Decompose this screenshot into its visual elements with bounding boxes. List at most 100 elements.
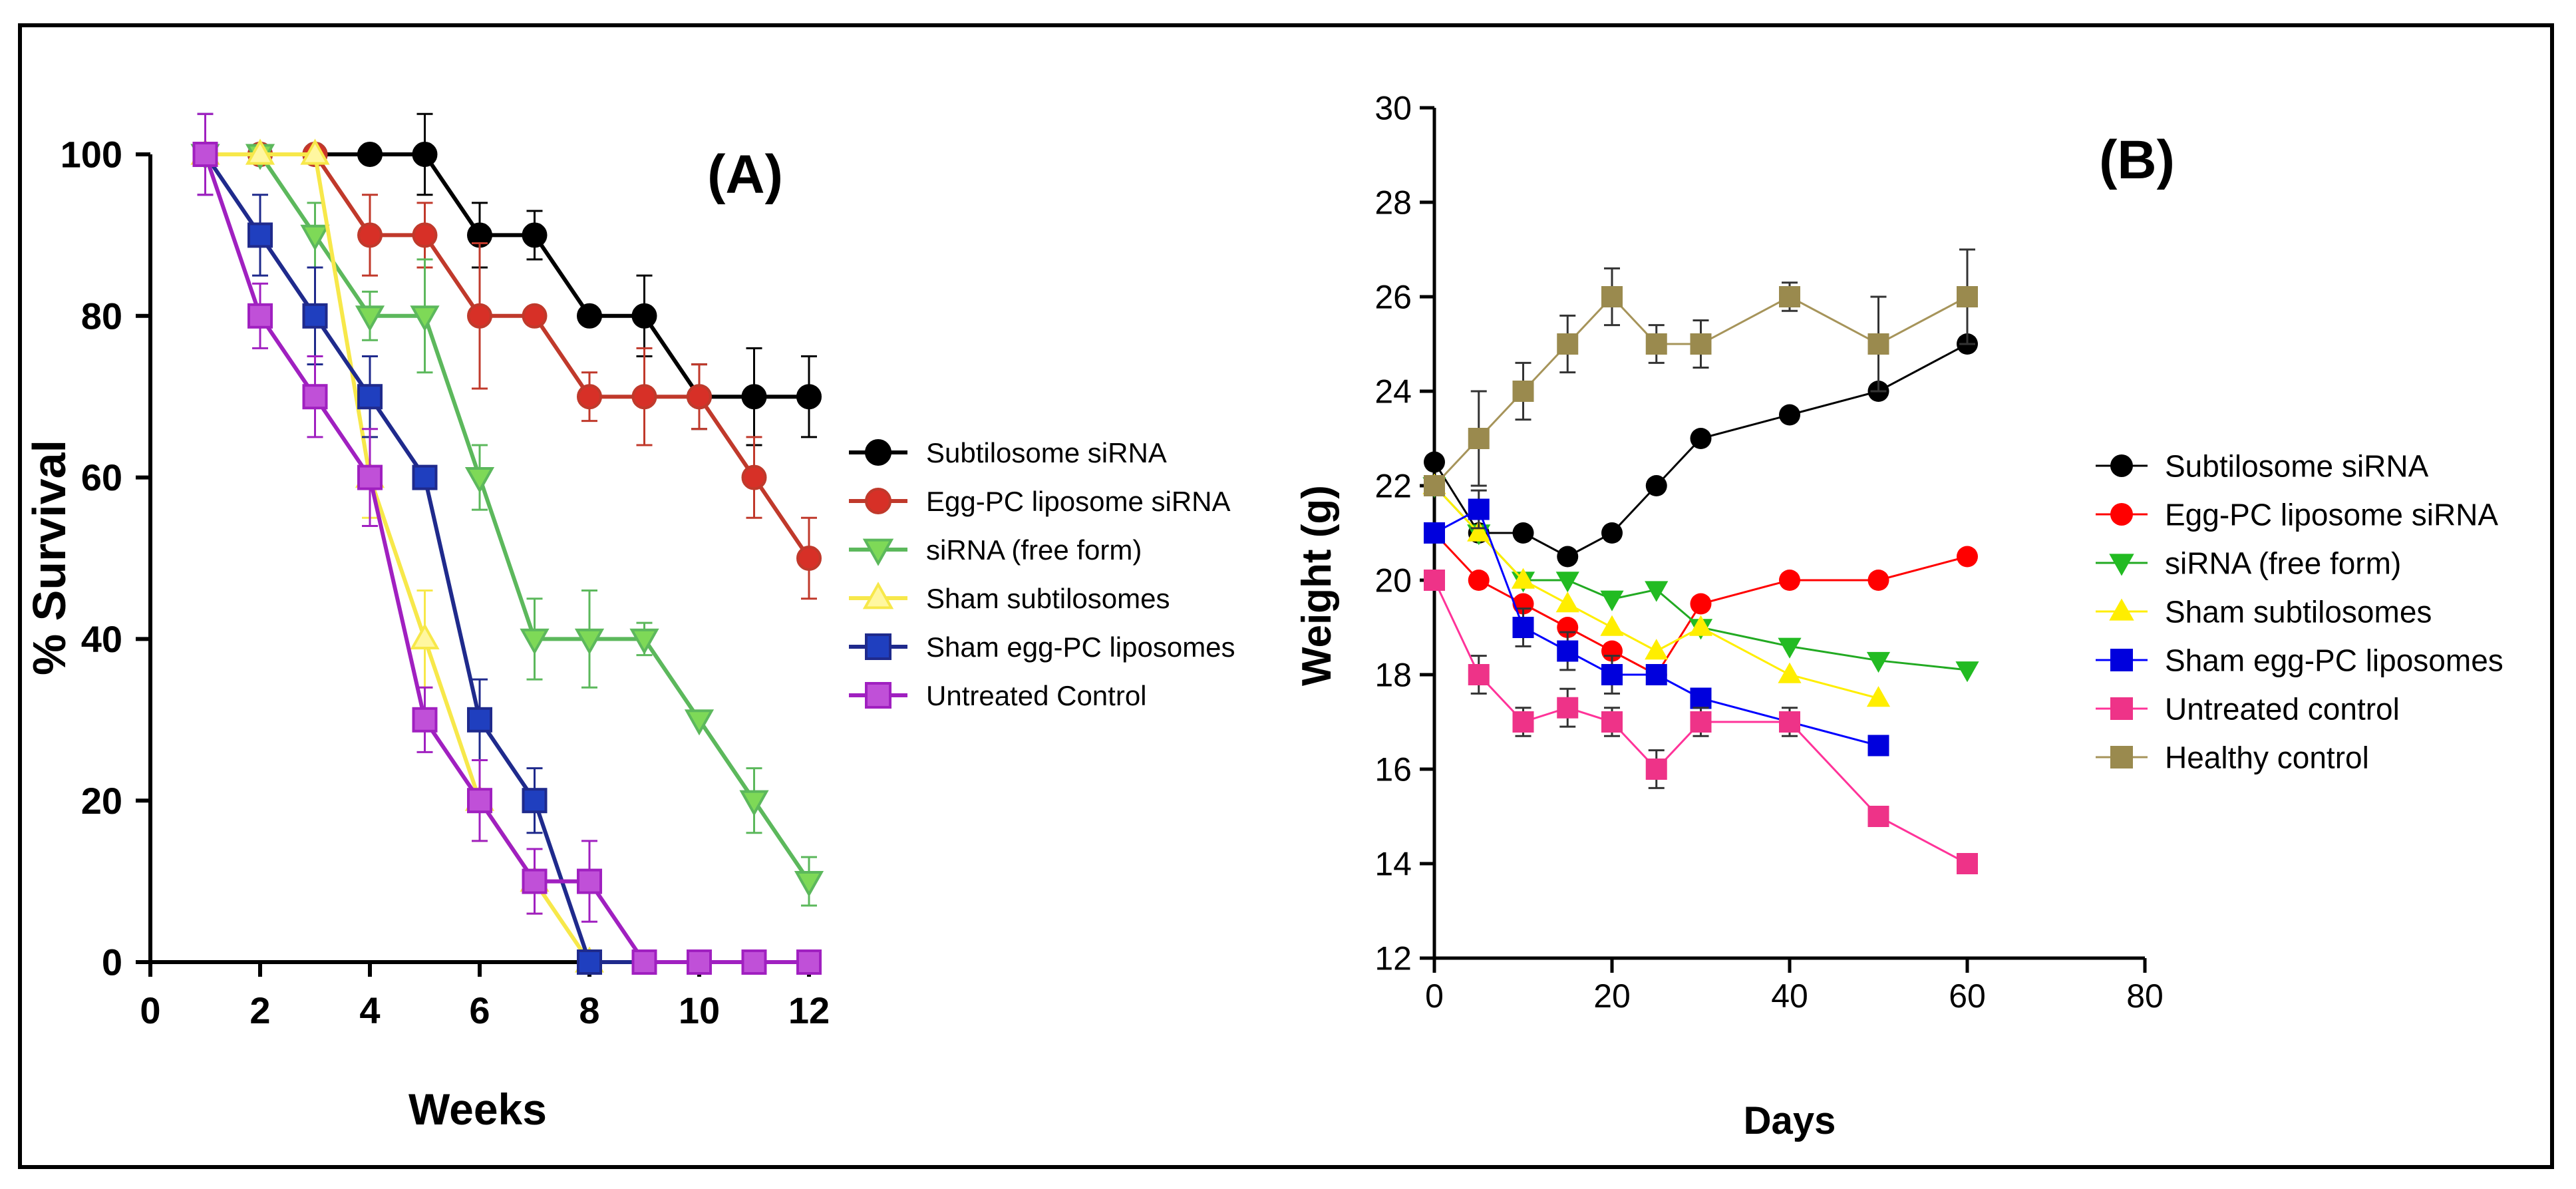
panel-b-x-tick-label: 20 [1593,977,1631,1015]
panel-a-legend-marker [865,488,891,514]
panel-a-legend-marker [865,682,891,709]
panel-b-data-point [1512,522,1534,544]
panel-a-data-point [300,138,330,165]
panel-b-data-point [1778,637,1802,659]
panel-b-legend-marker [2110,746,2133,768]
panel-b-legend-label: siRNA (free form) [2165,546,2401,581]
panel-b-data-point [1645,639,1669,660]
panel-a-data-point [577,384,602,410]
panel-a-data-point [300,224,330,252]
panel-b-legend-item-untreated-control: Untreated control [2096,692,2400,727]
panel-b-data-point [1779,286,1800,307]
panel-b-legend-label: Sham egg-PC liposomes [2165,643,2503,678]
panel-a-data-point [247,222,273,248]
panel-b-y-tick-label: 16 [1374,751,1412,788]
panel-b-data-point [1867,333,1889,355]
panel-a-data-point [357,464,383,490]
panel-b-legend-item-subtilosome-sirna: Subtilosome siRNA [2096,449,2429,484]
panel-a-data-point [684,709,715,736]
panel-b-data-point [1555,592,1579,613]
panel-b-data-point [1557,333,1579,355]
panel-a-legend-item-sham-subtilosomes: Sham subtilosomes [849,582,1170,614]
panel-a-data-point [629,628,659,655]
panel-a-data-point [796,384,822,410]
panel-b-data-point [1645,759,1667,780]
panel-b-series-untreated-control [1424,570,1978,874]
panel-b-data-point [1690,593,1712,615]
panel-b-x-tick-label: 60 [1949,977,1986,1015]
panel-a-legend-label: siRNA (free form) [926,534,1142,566]
panel-a-data-point [741,464,767,490]
panel-b-legend-label: Healthy control [2165,741,2369,775]
panel-b-data-point [1778,662,1802,683]
panel-b-x-tick-label: 40 [1771,977,1808,1015]
panel-b-data-point [1512,617,1534,638]
panel-a-legend-marker [865,633,891,660]
panel-a-x-tick-label: 10 [679,989,720,1031]
panel-b-data-point [1601,664,1623,685]
panel-b-data-point [1690,428,1712,449]
panel-b-data-point [1557,697,1579,719]
panel-b-data-point [1601,711,1623,733]
panel-b-data-point [1645,664,1667,685]
panel-a-data-point [467,303,492,329]
panel-b-label: (B) [2099,130,2175,190]
panel-a-data-point [467,707,492,733]
panel-b-data-point [1645,333,1667,355]
panel-b-legend-marker [2110,454,2133,477]
panel-a-data-point [631,303,657,329]
panel-b-data-point [1424,475,1445,496]
panel-a-data-point [245,138,275,165]
panel-b-data-point [1555,572,1579,593]
panel-b-data-point [1866,651,1891,673]
panel-b-y-tick-label: 24 [1374,373,1412,411]
panel-a-legend-label: Subtilosome siRNA [926,437,1167,468]
panel-b-y-tick-label: 28 [1374,184,1412,222]
panel-b-data-point [1600,615,1624,636]
panel-b-legend-label: Subtilosome siRNA [2165,449,2429,484]
panel-b-data-point [1468,664,1490,685]
panel-a-legend-marker [865,439,891,466]
panel-b-y-tick-label: 20 [1374,562,1412,599]
panel-b-legend-marker [2109,598,2134,621]
panel-b-legend-marker [2110,649,2133,671]
panel-a-legend-item-sirna-free-form: siRNA (free form) [849,534,1142,566]
panel-b-legend-label: Untreated control [2165,692,2400,727]
panel-b-data-point [1690,687,1712,709]
panel-a-data-point [520,628,550,655]
panel-a-data-point [687,949,712,975]
panel-b-y-tick-label: 18 [1374,657,1412,694]
panel-a-legend-label: Egg-PC liposome siRNA [926,486,1231,517]
panel-a-data-point [739,790,769,816]
panel-b-data-point [1512,381,1534,402]
panel-a-x-tick-label: 12 [788,989,830,1031]
panel-b-data-point [1424,451,1445,473]
panel-b-x-tick-label: 0 [1425,977,1444,1015]
panel-a-data-point [522,303,548,329]
panel-a-x-tick-label: 8 [579,989,599,1031]
panel-a-series-sirna-free-form [190,144,824,907]
panel-a-data-point [522,222,548,248]
panel-b-data-point [1601,522,1623,544]
figure-border [18,23,2554,1169]
panel-a-data-point [522,868,548,894]
panel-a-data-point [412,707,438,733]
panel-a-legend-label: Sham egg-PC liposomes [926,631,1235,663]
panel-a-data-point [467,788,492,814]
panel-a-data-point [796,546,822,571]
panel-b-legend-label: Egg-PC liposome siRNA [2165,498,2498,532]
panel-a-data-point [577,303,602,329]
panel-b-data-point [1957,546,1978,568]
panel-b-series-line [1433,580,1968,865]
panel-b-data-point [1779,711,1800,733]
panel-a-data-point [410,623,440,649]
panel-a-y-axis-title: % Survival [23,440,75,675]
panel-a-y-tick-label: 20 [81,780,122,822]
panel-a-data-point [357,222,383,248]
panel-b-y-tick-label: 14 [1374,846,1412,883]
panel-a-data-point [577,949,602,975]
panel-a-legend-label: Sham subtilosomes [926,583,1170,614]
panel-b-data-point [1866,686,1891,707]
panel-a-y-tick-label: 100 [61,134,122,176]
panel-b-legend-item-sham-subtilosomes: Sham subtilosomes [2096,595,2432,629]
